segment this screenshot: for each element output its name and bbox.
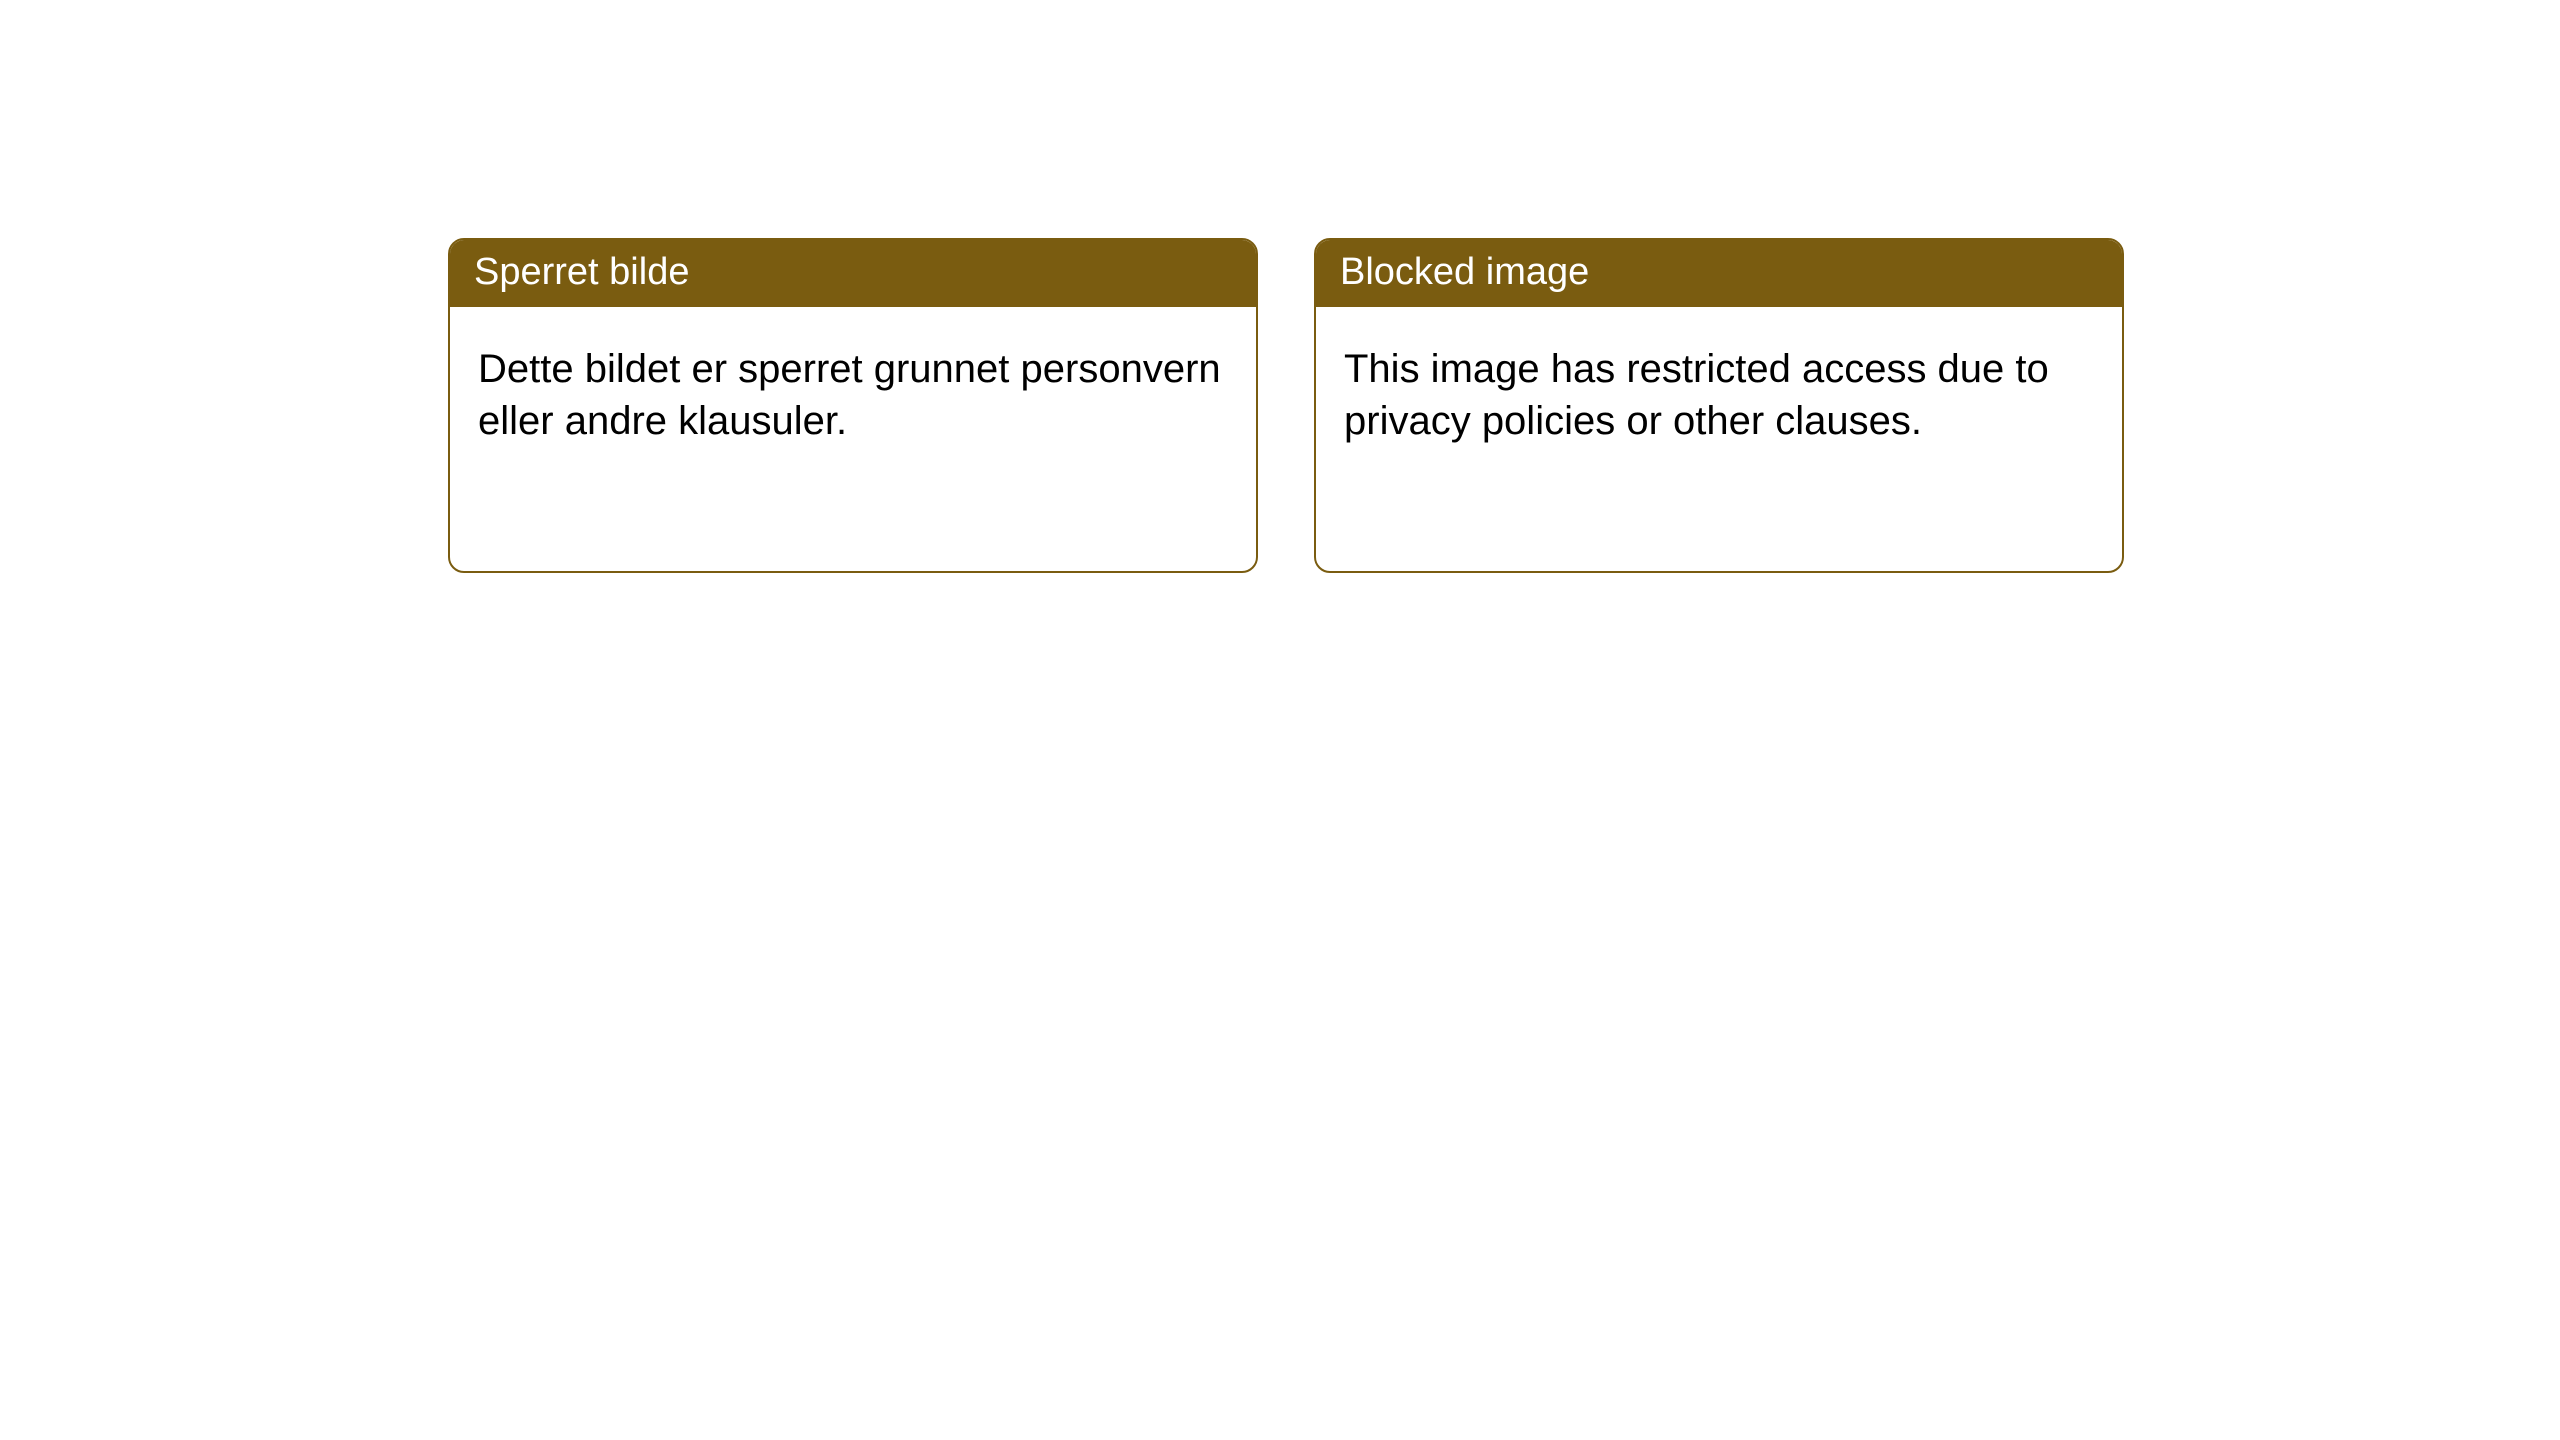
notice-card-norwegian: Sperret bilde Dette bildet er sperret gr… <box>448 238 1258 573</box>
notice-body: This image has restricted access due to … <box>1316 307 2122 483</box>
notice-header: Blocked image <box>1316 240 2122 307</box>
notice-card-english: Blocked image This image has restricted … <box>1314 238 2124 573</box>
notice-header: Sperret bilde <box>450 240 1256 307</box>
notice-container: Sperret bilde Dette bildet er sperret gr… <box>0 0 2560 573</box>
notice-body: Dette bildet er sperret grunnet personve… <box>450 307 1256 483</box>
